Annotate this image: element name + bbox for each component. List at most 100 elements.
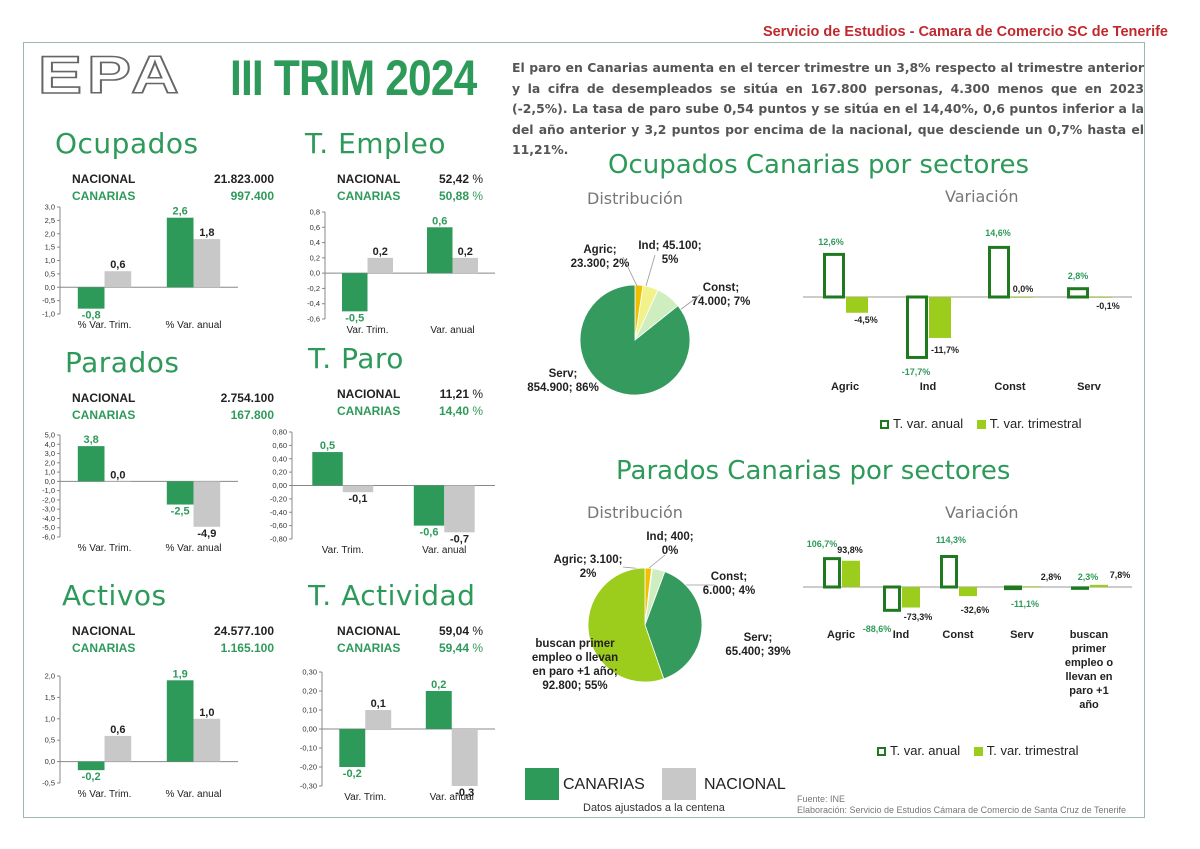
bar-canarias — [427, 227, 453, 274]
category-label: % Var. Trim. — [78, 543, 132, 554]
bar-trimestral — [842, 560, 860, 587]
parados-variacion-chart: 106,7%93,8% Agric -88,6% -73,3% Ind 114,3% -32… — [803, 535, 1132, 711]
bar-nacional — [365, 710, 392, 729]
pie-slice-serv — [579, 284, 691, 396]
ocupados-canarias-label: CANARIAS — [72, 189, 136, 203]
activos-canarias-value: 1.165.100 — [220, 641, 274, 655]
y-tick-label: 1,5 — [45, 693, 55, 702]
pie-label: 65.400; 39% — [725, 646, 790, 658]
category-label: llevan en — [1065, 671, 1112, 683]
legend-anual-label: T. var. anual — [890, 743, 961, 758]
templeo-canarias-label: CANARIAS — [337, 189, 401, 203]
category-label: Serv — [1010, 629, 1035, 641]
y-tick-label: 0,0 — [45, 477, 55, 486]
y-tick-label: -1,0 — [42, 486, 55, 495]
y-tick-label: -0,20 — [300, 763, 317, 772]
data-label: 7,8% — [1110, 570, 1131, 580]
ocupados-pie-chart: Agric; 23.300; 2% Ind; 45.100; 5% Const; 74.0… — [527, 240, 751, 396]
bar-anual — [940, 554, 958, 589]
header-source: Servicio de Estudios - Camara de Comerci… — [762, 24, 1168, 40]
bar-nacional — [193, 718, 221, 762]
y-tick-label: 0,10 — [302, 706, 317, 715]
pie-label: 74.000; 7% — [692, 296, 751, 308]
pie-leader-line — [645, 254, 656, 287]
y-tick-label: -0,30 — [300, 782, 317, 791]
category-label: Var. anual — [430, 325, 474, 336]
ocupados-distribucion-title: Distribución — [587, 189, 683, 208]
activos-values: NACIONAL 24.577.100 CANARIAS 1.165.100 — [72, 624, 274, 658]
y-tick-label: 0,8 — [310, 208, 320, 217]
y-tick-label: 0,00 — [272, 481, 287, 490]
tparo-title: T. Paro — [308, 342, 404, 375]
y-tick-label: -0,5 — [42, 779, 55, 788]
data-label: -0,7 — [450, 533, 469, 545]
pie-label: buscan primer — [535, 638, 615, 650]
data-label: 106,7% — [807, 539, 838, 549]
category-label: Var. Trim. — [322, 545, 364, 556]
bar-trimestral — [1011, 297, 1033, 298]
data-label: 2,8% — [1041, 572, 1062, 582]
tactividad-unit: % — [472, 624, 483, 638]
bar-canarias — [77, 287, 105, 309]
category-label: Agric — [827, 629, 855, 641]
y-tick-label: -5,0 — [42, 523, 55, 532]
bar-nacional — [193, 481, 221, 527]
category-label: año — [1079, 699, 1099, 711]
data-label: 0,2 — [458, 246, 473, 258]
data-label: -11,1% — [1011, 599, 1039, 609]
bar-canarias — [166, 680, 194, 762]
legend-nacional-swatch — [662, 768, 696, 800]
bar-nacional — [367, 257, 393, 274]
parados-canarias-value: 167.800 — [230, 408, 274, 422]
y-tick-label: 1,0 — [45, 714, 55, 723]
y-tick-label: 0,20 — [302, 687, 317, 696]
tparo-nacional-value: 11,21 — [439, 387, 469, 401]
logo-epa: EPA — [37, 44, 184, 104]
data-label: 0,6 — [110, 259, 125, 271]
y-tick-label: 0,5 — [45, 269, 55, 278]
bar-anual — [883, 585, 901, 612]
data-label: -0,1% — [1096, 301, 1120, 311]
category-label: % Var. anual — [166, 789, 222, 800]
y-tick-label: 4,0 — [45, 440, 55, 449]
bar-nacional — [342, 485, 374, 493]
bar-nacional — [444, 485, 475, 533]
category-label: Var. anual — [422, 545, 466, 556]
tactividad-nacional-value: 59,04 — [438, 624, 469, 638]
pie-label: 23.300; 2% — [571, 258, 630, 270]
y-tick-label: 0,60 — [272, 441, 287, 450]
category-label: primer — [1072, 643, 1107, 655]
data-label: 0,0 — [110, 469, 125, 481]
data-label: -73,3% — [904, 612, 933, 622]
pie-label: 92.800; 55% — [542, 680, 607, 692]
category-label: Var. Trim. — [346, 325, 388, 336]
y-tick-label: 0,5 — [45, 736, 55, 745]
y-tick-label: 0,40 — [272, 454, 287, 463]
category-label: Ind — [893, 629, 910, 641]
data-label: -0,6 — [420, 527, 439, 539]
y-tick-label: -0,80 — [270, 535, 287, 544]
data-label: 0,2 — [431, 679, 446, 691]
y-tick-label: 2,0 — [45, 672, 55, 681]
category-label: Ind — [920, 381, 937, 393]
pie-label: en paro +1 año; — [532, 666, 617, 678]
bar-anual — [1004, 585, 1022, 591]
tactividad-canarias-label: CANARIAS — [337, 641, 401, 655]
tparo-values: NACIONAL 11,21% CANARIAS 14,40% — [337, 387, 483, 421]
ocupados-variacion-chart: 12,6% -4,5% Agric -17,7% -11,7% Ind 14,6% 0,0% C… — [803, 228, 1132, 393]
parados-canarias-label: CANARIAS — [72, 408, 136, 422]
parados-nacional-label: NACIONAL — [72, 391, 136, 405]
y-tick-label: 0,4 — [310, 238, 320, 247]
y-tick-label: 5,0 — [45, 431, 55, 440]
y-tick-label: -6,0 — [42, 533, 55, 542]
activos-nacional-label: NACIONAL — [72, 624, 136, 638]
data-label: -0,5 — [345, 312, 364, 324]
activos-nacional-value: 24.577.100 — [213, 624, 274, 638]
y-tick-label: -1,0 — [42, 310, 55, 319]
y-tick-label: 3,0 — [45, 203, 55, 212]
y-tick-label: -0,2 — [307, 284, 320, 293]
category-label: Var. anual — [430, 792, 474, 803]
ocupados-nacional-label: NACIONAL — [72, 172, 136, 186]
data-label: -32,6% — [961, 605, 990, 615]
bar-trimestral — [1090, 584, 1108, 587]
